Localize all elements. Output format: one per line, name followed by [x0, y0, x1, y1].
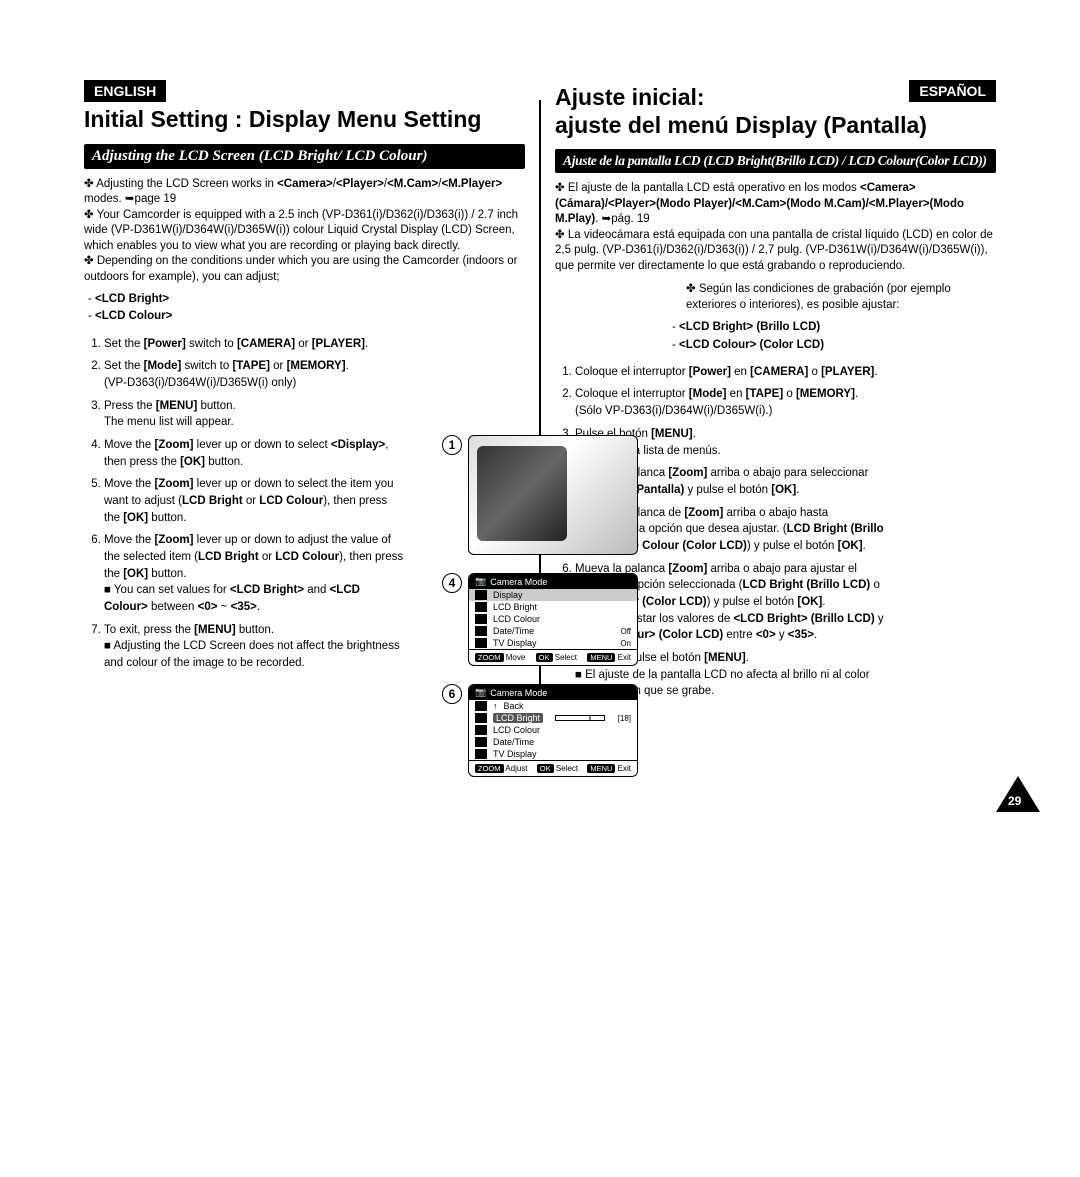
bright-icon	[475, 602, 487, 612]
menu6-row-tv: TV Display	[469, 748, 637, 760]
menu4-row-display: Display	[469, 589, 637, 601]
colour-icon	[475, 725, 487, 735]
menu4-row-tv: TV DisplayOn	[469, 637, 637, 649]
left-step-4: Move the [Zoom] lever up or down to sele…	[104, 437, 404, 470]
clock-icon	[475, 737, 487, 747]
right-step-1: Coloque el interruptor [Power] en [CAMER…	[575, 364, 885, 381]
menu-screenshot-4: 📷 Camera Mode Display LCD Bright LCD Col…	[468, 573, 638, 666]
step-circle-6: 6	[442, 684, 462, 704]
left-title: Initial Setting : Display Menu Setting	[84, 106, 525, 134]
left-intro: ✤ Adjusting the LCD Screen works in <Cam…	[84, 177, 525, 286]
left-step-7: To exit, press the [MENU] button.■ Adjus…	[104, 622, 404, 672]
left-step-6: Move the [Zoom] lever up or down to adju…	[104, 532, 404, 615]
bullet-lcd-bright: <LCD Bright>	[102, 291, 525, 308]
step-circle-4: 4	[442, 573, 462, 593]
tv-icon	[475, 638, 487, 648]
step-circle-1: 1	[442, 435, 462, 455]
left-steps: Set the [Power] switch to [CAMERA] or [P…	[104, 336, 404, 672]
menu4-row-colour: LCD Colour	[469, 613, 637, 625]
figure-1: 1	[442, 435, 638, 555]
menu6-row-selected: LCD Bright[18]	[469, 712, 637, 724]
display-icon	[475, 590, 487, 600]
figure-stack: 1 4 📷 Camera Mode Display LCD Bright LCD…	[435, 435, 645, 777]
left-step-5: Move the [Zoom] lever up or down to sele…	[104, 476, 404, 526]
menu-screenshot-6: 📷 Camera Mode ↑ Back LCD Bright[18] LCD …	[468, 684, 638, 777]
right-intro2: ✤ Según las condiciones de grabación (po…	[686, 282, 996, 313]
right-bullets: <LCD Bright> (Brillo LCD) <LCD Colour> (…	[686, 319, 996, 354]
right-intro: ✤ El ajuste de la pantalla LCD está oper…	[555, 181, 996, 274]
menu4-row-datetime: Date/TimeOff	[469, 625, 637, 637]
clock-icon	[475, 626, 487, 636]
left-bullets: <LCD Bright> <LCD Colour>	[102, 291, 525, 326]
menu6-row-back: ↑ Back	[469, 700, 637, 712]
level-bar	[555, 715, 605, 721]
menu4-footer: ZOOM Move OK Select MENU Exit	[469, 649, 637, 665]
menu6-row-colour: LCD Colour	[469, 724, 637, 736]
camcorder-icon: 📷	[475, 687, 486, 698]
left-subtitle: Adjusting the LCD Screen (LCD Bright/ LC…	[84, 144, 525, 169]
camcorder-icon: 📷	[475, 576, 486, 587]
triangle-icon: 29	[996, 776, 1040, 812]
bullet-lcd-colour: <LCD Colour>	[102, 308, 525, 325]
figure-4: 4 📷 Camera Mode Display LCD Bright LCD C…	[442, 573, 638, 666]
menu6-footer: ZOOM Adjust OK Select MENU Exit	[469, 760, 637, 776]
lang-badge-english: ENGLISH	[84, 80, 166, 102]
tv-icon	[475, 749, 487, 759]
bullet-color: <LCD Colour> (Color LCD)	[686, 337, 996, 354]
menu4-row-bright: LCD Bright	[469, 601, 637, 613]
camcorder-illustration	[468, 435, 638, 555]
menu6-header: 📷 Camera Mode	[469, 685, 637, 700]
right-step-2: Coloque el interruptor [Mode] en [TAPE] …	[575, 386, 885, 419]
back-icon	[475, 701, 487, 711]
colour-icon	[475, 614, 487, 624]
menu4-header: 📷 Camera Mode	[469, 574, 637, 589]
left-step-2: Set the [Mode] switch to [TAPE] or [MEMO…	[104, 358, 404, 391]
left-step-1: Set the [Power] switch to [CAMERA] or [P…	[104, 336, 404, 353]
menu6-row-datetime: Date/Time	[469, 736, 637, 748]
page-columns: ENGLISH Initial Setting : Display Menu S…	[70, 80, 1010, 706]
left-step-3: Press the [MENU] button.The menu list wi…	[104, 398, 404, 431]
figure-6: 6 📷 Camera Mode ↑ Back LCD Bright[18] LC…	[442, 684, 638, 777]
right-subtitle: Ajuste de la pantalla LCD (LCD Bright(Br…	[555, 149, 996, 173]
lang-badge-espanol: ESPAÑOL	[909, 80, 996, 102]
bullet-brillo: <LCD Bright> (Brillo LCD)	[686, 319, 996, 336]
bright-icon	[475, 713, 487, 723]
